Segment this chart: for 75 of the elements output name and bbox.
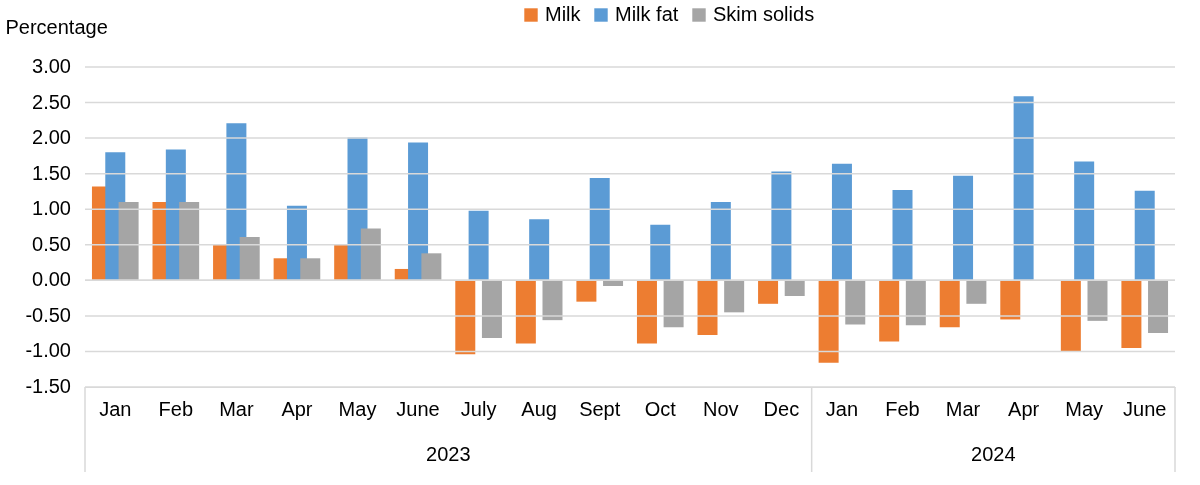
y-tick-label: 3.00: [32, 55, 71, 77]
y-tick-label: 1.50: [32, 161, 71, 184]
x-tick-label: Nov: [703, 397, 739, 420]
bar: [529, 219, 550, 281]
bar: [710, 202, 731, 281]
y-tick-label: -0.50: [25, 303, 71, 326]
bar: [663, 280, 684, 328]
x-tick-label: Dec: [763, 397, 800, 420]
y-tick-label: 1.00: [32, 197, 71, 220]
bar: [1121, 280, 1142, 348]
x-tick-label: Oct: [644, 397, 677, 420]
bar: [1060, 280, 1081, 352]
bar: [697, 280, 718, 336]
x-tick-label: Feb: [158, 397, 194, 420]
x-tick-label: Apr: [1008, 397, 1040, 420]
x-tick-label: Mar: [219, 397, 254, 420]
bar: [724, 280, 745, 313]
bar: [408, 142, 429, 281]
bar: [118, 202, 139, 281]
x-tick-label: July: [460, 397, 497, 420]
bar: [421, 253, 442, 281]
bar: [818, 280, 839, 363]
x-tick-label: Sept: [579, 397, 621, 420]
x-tick-label: May: [1065, 397, 1104, 420]
bar: [953, 175, 974, 281]
y-tick-label: 2.00: [32, 126, 71, 149]
x-tick-label: Apr: [281, 397, 313, 420]
x-tick-label: Jan: [825, 397, 859, 420]
y-tick-label: 0.00: [32, 268, 71, 291]
x-tick-label: May: [338, 397, 377, 420]
bar: [1087, 280, 1108, 321]
bar: [636, 280, 657, 344]
bar: [468, 210, 489, 281]
bar: [905, 280, 926, 326]
bar: [892, 190, 913, 281]
x-tick-label: Jan: [99, 397, 132, 420]
x-tick-label: Aug: [521, 397, 557, 420]
legend-label: Skim solids: [713, 3, 815, 25]
bar: [542, 280, 563, 321]
y-tick-label: 0.50: [32, 232, 71, 255]
bar: [1074, 161, 1095, 281]
bar: [515, 280, 536, 344]
bar: [845, 280, 866, 325]
y-tick-label: -1.50: [25, 375, 71, 397]
x-tick-label: June: [396, 397, 440, 420]
bar: [179, 202, 200, 281]
x-tick-label: June: [1123, 397, 1167, 420]
bar: [831, 163, 852, 281]
legend-label: Milk: [545, 3, 582, 25]
bar: [300, 258, 321, 281]
x-tick-label: Feb: [885, 397, 920, 420]
bar: [239, 236, 260, 281]
bar: [481, 280, 502, 338]
text: 2024: [971, 443, 1016, 465]
bar: [650, 224, 671, 281]
bar: [360, 228, 381, 281]
bar: [966, 280, 987, 304]
bar: [758, 280, 779, 304]
legend-label: Milk fat: [615, 3, 679, 25]
bar: [1148, 280, 1169, 333]
y-tick-label: -1.00: [25, 339, 71, 362]
bar: [771, 171, 792, 281]
y-tick-label: 2.50: [32, 90, 71, 113]
bar: [1000, 280, 1021, 320]
text: 2023: [426, 443, 471, 465]
bar: [589, 177, 610, 281]
y-axis-title: Percentage: [5, 15, 108, 38]
bar: [939, 280, 960, 328]
bar: [784, 280, 805, 296]
bar: [1134, 190, 1155, 281]
x-tick-label: Mar: [945, 397, 981, 420]
bar: [576, 280, 597, 302]
bar: [1013, 96, 1034, 281]
bar: [455, 280, 476, 355]
bar: [879, 280, 900, 342]
